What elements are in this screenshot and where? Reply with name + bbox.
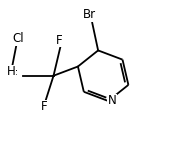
Text: Br: Br xyxy=(83,8,96,21)
Text: Cl: Cl xyxy=(13,32,24,45)
Text: F: F xyxy=(56,34,63,46)
Text: H: H xyxy=(7,65,15,78)
Text: F: F xyxy=(41,100,48,113)
Text: N: N xyxy=(108,95,117,107)
Text: F: F xyxy=(11,69,17,82)
